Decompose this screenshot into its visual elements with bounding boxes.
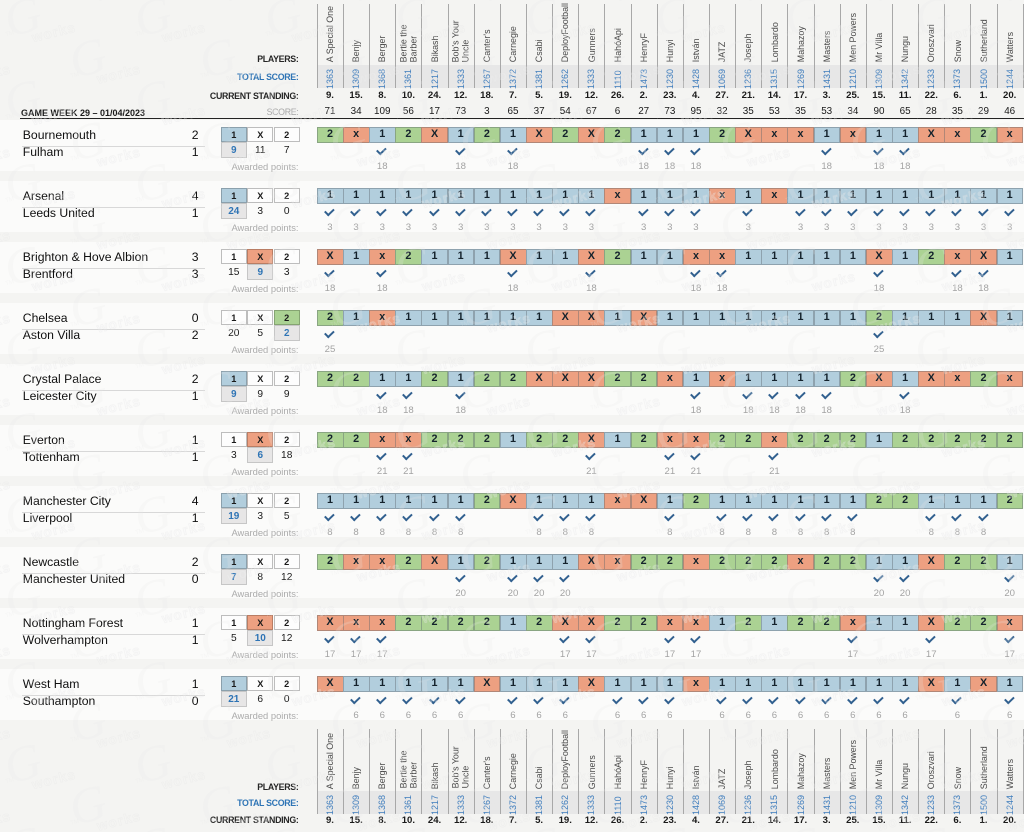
svg-text:works: works xyxy=(0,61,13,87)
svg-text:G: G xyxy=(193,0,242,6)
svg-text:G: G xyxy=(128,814,177,832)
svg-text:TM: TM xyxy=(70,736,80,744)
svg-text:works: works xyxy=(0,808,13,832)
svg-text:TM: TM xyxy=(135,777,145,785)
svg-text:G: G xyxy=(63,26,112,89)
svg-text:TM: TM xyxy=(720,736,730,744)
svg-text:TM: TM xyxy=(460,736,470,744)
svg-text:works: works xyxy=(874,0,922,4)
svg-text:works: works xyxy=(614,725,662,751)
svg-text:TM: TM xyxy=(200,819,210,827)
svg-text:TM: TM xyxy=(915,777,925,785)
svg-text:G: G xyxy=(713,0,762,6)
svg-text:G: G xyxy=(843,0,892,6)
svg-text:works: works xyxy=(94,725,142,751)
svg-text:G: G xyxy=(453,0,502,6)
svg-text:works: works xyxy=(614,0,662,4)
svg-text:TM: TM xyxy=(70,819,80,827)
svg-text:works: works xyxy=(744,0,792,4)
svg-text:TM: TM xyxy=(135,30,145,38)
svg-text:TM: TM xyxy=(590,736,600,744)
svg-text:TM: TM xyxy=(200,736,210,744)
svg-text:TM: TM xyxy=(980,736,990,744)
svg-text:G: G xyxy=(0,814,47,832)
svg-text:G: G xyxy=(63,773,112,832)
svg-text:works: works xyxy=(1004,725,1024,751)
svg-text:TM: TM xyxy=(265,30,275,38)
svg-text:works: works xyxy=(0,725,13,751)
svg-text:G: G xyxy=(128,731,177,794)
svg-text:G: G xyxy=(583,0,632,6)
svg-text:works: works xyxy=(94,61,142,87)
svg-text:TM: TM xyxy=(5,777,15,785)
svg-text:works: works xyxy=(224,725,272,751)
svg-text:works: works xyxy=(224,0,272,4)
svg-text:works: works xyxy=(874,725,922,751)
svg-text:G: G xyxy=(258,0,307,48)
svg-text:G: G xyxy=(63,0,112,6)
svg-text:TM: TM xyxy=(785,30,795,38)
svg-text:works: works xyxy=(159,767,207,793)
svg-text:works: works xyxy=(94,0,142,4)
svg-text:works: works xyxy=(29,20,77,46)
svg-text:works: works xyxy=(29,767,77,793)
svg-text:G: G xyxy=(128,0,177,48)
svg-text:G: G xyxy=(0,731,47,794)
svg-text:TM: TM xyxy=(5,30,15,38)
svg-text:TM: TM xyxy=(915,30,925,38)
svg-text:works: works xyxy=(744,725,792,751)
svg-text:G: G xyxy=(193,26,242,89)
svg-text:works: works xyxy=(159,20,207,46)
svg-text:TM: TM xyxy=(200,72,210,80)
svg-text:TM: TM xyxy=(785,777,795,785)
svg-text:works: works xyxy=(94,808,142,832)
svg-text:TM: TM xyxy=(70,72,80,80)
svg-text:works: works xyxy=(0,0,13,4)
svg-text:works: works xyxy=(1004,0,1024,4)
svg-text:G: G xyxy=(0,0,47,48)
